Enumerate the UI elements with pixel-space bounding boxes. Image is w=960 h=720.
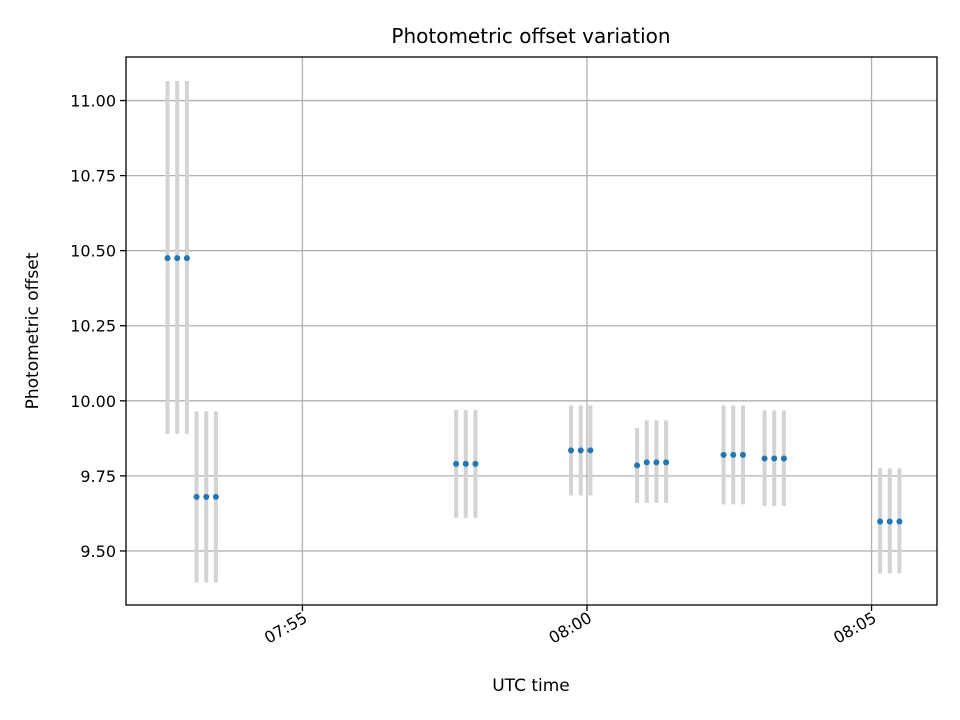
data-point xyxy=(896,518,903,525)
data-point xyxy=(663,459,670,466)
data-point xyxy=(462,460,469,467)
data-point xyxy=(780,455,787,462)
y-tick-label: 9.50 xyxy=(80,542,116,561)
data-points xyxy=(164,255,903,525)
data-point xyxy=(761,455,768,462)
y-tick-label: 10.75 xyxy=(70,167,116,186)
grid-lines xyxy=(126,57,937,605)
data-point xyxy=(886,518,893,525)
data-point xyxy=(739,451,746,458)
data-point xyxy=(453,460,460,467)
data-point xyxy=(174,255,181,262)
y-tick-label: 11.00 xyxy=(70,92,116,111)
data-point xyxy=(568,447,575,454)
data-point xyxy=(634,462,641,469)
plot-area-frame xyxy=(125,56,938,606)
chart-title: Photometric offset variation xyxy=(391,24,670,48)
data-point xyxy=(720,451,727,458)
data-point xyxy=(193,493,200,500)
data-point xyxy=(472,460,479,467)
data-point xyxy=(877,518,884,525)
y-tick-label: 9.75 xyxy=(80,467,116,486)
data-point xyxy=(577,447,584,454)
x-axis-label: UTC time xyxy=(492,676,570,696)
data-point xyxy=(164,255,171,262)
data-point xyxy=(730,451,737,458)
y-tick-label: 10.50 xyxy=(70,242,116,261)
y-axis-ticks: 9.50 9.75 10.00 10.25 10.50 10.75 11.00 xyxy=(70,92,126,561)
data-point xyxy=(653,459,660,466)
data-point xyxy=(183,255,190,262)
data-point xyxy=(212,493,219,500)
y-tick-label: 10.00 xyxy=(70,392,116,411)
data-point xyxy=(203,493,210,500)
data-point xyxy=(771,455,778,462)
data-point xyxy=(587,447,594,454)
data-point xyxy=(643,459,650,466)
y-tick-label: 10.25 xyxy=(70,317,116,336)
y-axis-label: Photometric offset xyxy=(23,252,43,409)
